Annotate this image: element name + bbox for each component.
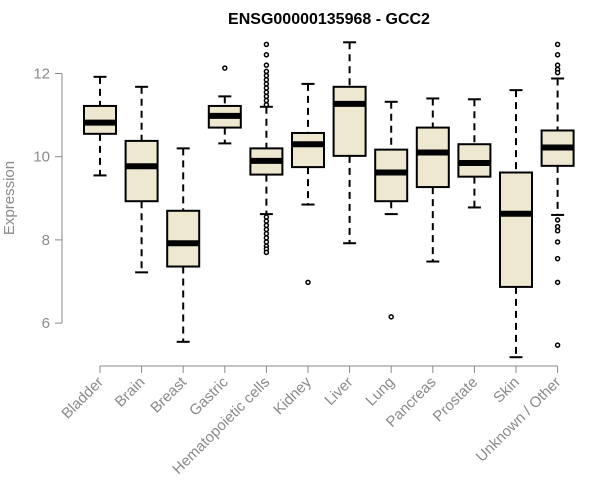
iqr-box — [124, 139, 159, 203]
outlier-point — [222, 65, 228, 71]
box-gastric — [207, 65, 242, 145]
chart-title: ENSG00000135968 - GCC2 — [228, 11, 430, 28]
outlier-point — [263, 214, 270, 220]
x-category-label: Bladder — [58, 374, 107, 423]
box-breast — [166, 147, 201, 343]
outlier-point — [263, 235, 270, 241]
y-tick-label: 12 — [33, 66, 50, 83]
outlier-point — [263, 249, 270, 256]
iqr-box — [415, 126, 450, 189]
outlier-point — [263, 41, 270, 48]
outlier-point — [388, 314, 394, 320]
iqr-box — [291, 131, 325, 169]
box-bladder — [83, 75, 117, 177]
outlier-point — [263, 222, 270, 229]
outlier-point — [263, 239, 270, 245]
box-kidney — [291, 82, 325, 286]
box-lung — [374, 100, 409, 320]
outlier-point — [263, 62, 270, 68]
box-skin — [499, 89, 533, 359]
x-category-label: Brain — [112, 374, 149, 411]
box-hematopoietic-cells — [249, 41, 284, 256]
outlier-point — [554, 227, 561, 234]
box-brain — [124, 85, 159, 274]
outlier-point — [263, 218, 270, 224]
boxes-layer — [83, 41, 575, 359]
outlier-point — [554, 239, 561, 245]
x-category-label: Liver — [321, 374, 356, 409]
outlier-point — [263, 101, 270, 108]
outlier-point — [554, 279, 561, 286]
outlier-point — [554, 342, 561, 348]
x-category-label: Skin — [490, 374, 523, 407]
x-category-label: Prostate — [430, 374, 482, 426]
outlier-point — [554, 52, 561, 58]
iqr-box — [166, 209, 201, 268]
outlier-point — [263, 68, 270, 75]
outlier-point — [554, 217, 561, 223]
box-liver — [332, 41, 367, 245]
box-pancreas — [415, 97, 450, 263]
iqr-box — [499, 171, 533, 288]
outlier-point — [263, 81, 270, 87]
outlier-point — [554, 69, 561, 76]
axes: 6 8 10 12 — [33, 66, 559, 373]
outlier-point — [263, 93, 270, 100]
y-axis-title: Expression — [1, 161, 18, 235]
outlier-point — [305, 279, 311, 286]
outlier-point — [263, 230, 270, 237]
outlier-point — [263, 85, 270, 91]
outlier-point — [263, 72, 270, 79]
iqr-box — [332, 85, 367, 157]
box-prostate — [457, 98, 492, 209]
outlier-point — [554, 41, 561, 48]
outlier-point — [554, 62, 561, 68]
outlier-point — [263, 76, 270, 83]
x-category-label: Lung — [362, 374, 398, 410]
outlier-point — [554, 223, 561, 230]
y-tick-label: 10 — [33, 149, 50, 166]
y-tick-label: 8 — [42, 232, 50, 249]
outlier-point — [263, 52, 270, 58]
outlier-point — [263, 97, 270, 104]
outlier-point — [554, 255, 561, 262]
x-category-label: Kidney — [270, 373, 315, 418]
x-category-label: Breast — [147, 373, 190, 416]
outlier-point — [263, 89, 270, 95]
outlier-point — [263, 226, 270, 233]
box-unknown-other — [540, 41, 575, 348]
y-tick-label: 6 — [42, 315, 50, 332]
